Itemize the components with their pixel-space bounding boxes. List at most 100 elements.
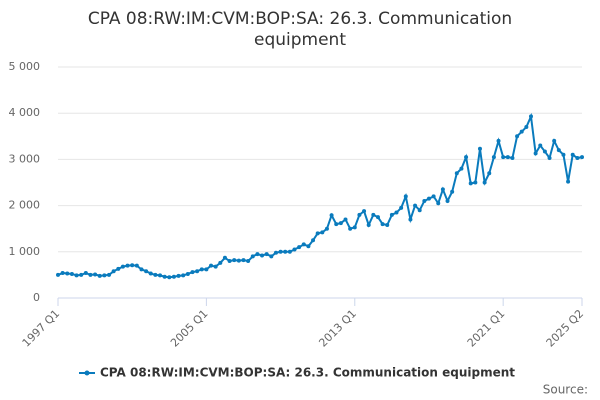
point bbox=[501, 155, 506, 160]
x-tick-label: 2005 Q1 bbox=[168, 307, 211, 350]
point bbox=[352, 225, 357, 230]
point bbox=[134, 263, 139, 268]
x-tick-label: 2025 Q2 bbox=[544, 307, 587, 350]
point bbox=[130, 263, 135, 268]
point bbox=[273, 250, 278, 255]
y-tick-label: 4 000 bbox=[9, 106, 41, 119]
point bbox=[362, 209, 367, 214]
point bbox=[519, 129, 524, 134]
point bbox=[144, 269, 149, 274]
point bbox=[454, 171, 459, 176]
point bbox=[575, 156, 580, 161]
point bbox=[301, 242, 306, 247]
point bbox=[246, 259, 251, 264]
point bbox=[528, 114, 533, 119]
point bbox=[491, 155, 496, 160]
point bbox=[93, 272, 98, 277]
point bbox=[394, 210, 399, 215]
point bbox=[60, 271, 65, 276]
point bbox=[375, 215, 380, 220]
point bbox=[88, 272, 93, 277]
point bbox=[556, 148, 561, 153]
point bbox=[162, 274, 167, 279]
point bbox=[496, 138, 501, 143]
point bbox=[306, 244, 311, 249]
point bbox=[580, 155, 584, 160]
point bbox=[468, 181, 473, 186]
point bbox=[547, 156, 552, 161]
point bbox=[357, 212, 362, 217]
point bbox=[343, 217, 348, 222]
point bbox=[250, 254, 255, 259]
point bbox=[255, 252, 260, 257]
point bbox=[213, 264, 218, 269]
point bbox=[403, 194, 408, 199]
source: Source: bbox=[543, 383, 588, 397]
point bbox=[185, 271, 190, 276]
legend-marker bbox=[84, 370, 90, 376]
point bbox=[69, 271, 74, 276]
point bbox=[440, 187, 445, 192]
x-tick-label: 2021 Q1 bbox=[465, 307, 508, 350]
point bbox=[561, 152, 566, 157]
x-tick-label: 1997 Q1 bbox=[20, 307, 63, 350]
point bbox=[371, 212, 376, 217]
point bbox=[389, 212, 394, 217]
point bbox=[366, 223, 371, 228]
point bbox=[459, 166, 464, 171]
point bbox=[311, 238, 316, 243]
point bbox=[477, 146, 482, 151]
point bbox=[83, 271, 88, 276]
point bbox=[102, 273, 107, 278]
point bbox=[260, 253, 265, 258]
point bbox=[153, 272, 158, 277]
point bbox=[107, 272, 112, 277]
point bbox=[56, 272, 60, 277]
y-tick-label: 5 000 bbox=[9, 60, 41, 73]
y-tick-label: 1 000 bbox=[9, 245, 41, 258]
point bbox=[329, 213, 334, 218]
point bbox=[97, 273, 102, 278]
point bbox=[422, 198, 427, 203]
point bbox=[505, 155, 510, 160]
point bbox=[241, 258, 246, 263]
point bbox=[278, 249, 283, 254]
point bbox=[436, 201, 441, 206]
point bbox=[417, 208, 422, 213]
point bbox=[195, 269, 200, 274]
point bbox=[74, 273, 79, 278]
point bbox=[120, 264, 125, 269]
point bbox=[79, 272, 84, 277]
point bbox=[385, 223, 390, 228]
point bbox=[510, 156, 515, 161]
point bbox=[542, 149, 547, 154]
point bbox=[473, 180, 478, 185]
point bbox=[171, 274, 176, 279]
point bbox=[552, 138, 557, 143]
point bbox=[264, 252, 269, 257]
point bbox=[538, 143, 543, 148]
point bbox=[413, 203, 418, 208]
point bbox=[324, 226, 329, 231]
point bbox=[283, 249, 288, 254]
chart-title: equipment bbox=[254, 30, 346, 50]
chart-title: CPA 08:RW:IM:CVM:BOP:SA: 26.3. Communica… bbox=[88, 9, 512, 29]
point bbox=[570, 152, 575, 157]
point bbox=[181, 273, 186, 278]
point bbox=[566, 179, 571, 184]
point bbox=[533, 151, 538, 156]
point bbox=[292, 247, 297, 252]
point bbox=[158, 273, 163, 278]
point bbox=[380, 222, 385, 227]
line bbox=[57, 112, 583, 279]
x-tick-label: 2013 Q1 bbox=[316, 307, 359, 350]
point bbox=[487, 171, 492, 176]
point bbox=[125, 263, 130, 268]
point bbox=[190, 270, 195, 275]
y-tick-label: 3 000 bbox=[9, 152, 41, 165]
point bbox=[148, 271, 153, 276]
point bbox=[116, 266, 121, 271]
point bbox=[167, 275, 172, 280]
point bbox=[482, 180, 487, 185]
